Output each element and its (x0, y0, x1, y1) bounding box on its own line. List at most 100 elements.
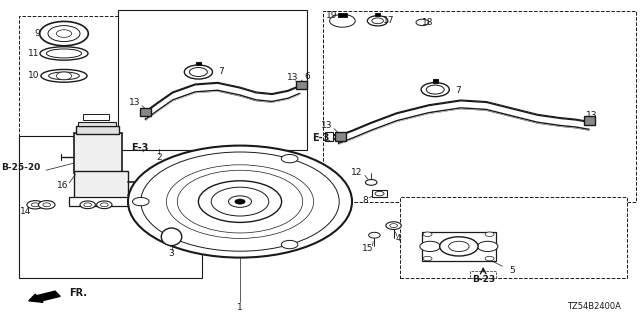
Circle shape (211, 187, 269, 216)
Circle shape (141, 152, 339, 251)
Bar (584, 116, 595, 125)
Bar (422, 232, 496, 261)
Circle shape (198, 181, 282, 222)
Circle shape (132, 197, 149, 206)
Circle shape (38, 201, 55, 209)
Text: TZ54B2400A: TZ54B2400A (567, 302, 621, 311)
Text: 7: 7 (455, 86, 460, 95)
Text: 18: 18 (422, 18, 433, 27)
Bar (335, 132, 346, 141)
Circle shape (449, 241, 469, 252)
Circle shape (335, 17, 350, 25)
Circle shape (365, 180, 377, 185)
Circle shape (100, 203, 108, 207)
Circle shape (390, 224, 397, 228)
Circle shape (80, 201, 95, 209)
Circle shape (485, 256, 494, 261)
Text: FR.: FR. (69, 288, 87, 299)
Bar (19, 16, 118, 144)
Bar (74, 171, 128, 198)
Circle shape (56, 30, 72, 37)
Circle shape (128, 146, 352, 258)
Circle shape (416, 19, 429, 26)
Ellipse shape (46, 49, 82, 58)
Circle shape (421, 83, 449, 97)
Circle shape (440, 237, 478, 256)
Text: 7: 7 (218, 68, 223, 76)
Ellipse shape (49, 72, 79, 80)
Circle shape (228, 196, 252, 207)
Circle shape (423, 256, 432, 261)
Bar (375, 13, 380, 16)
Text: 12: 12 (351, 168, 363, 177)
Text: 4: 4 (396, 234, 401, 243)
Bar (372, 190, 387, 197)
Circle shape (84, 203, 92, 207)
Circle shape (386, 222, 401, 229)
Circle shape (184, 65, 212, 79)
Text: B-23: B-23 (472, 275, 495, 284)
Bar (136, 196, 146, 207)
Circle shape (367, 16, 388, 26)
Text: E-3: E-3 (312, 133, 330, 143)
Text: B-25-20: B-25-20 (1, 164, 40, 172)
Circle shape (375, 191, 384, 196)
Bar (338, 13, 347, 17)
Text: 8: 8 (362, 196, 367, 205)
Circle shape (97, 201, 112, 209)
Circle shape (477, 241, 498, 252)
Bar (140, 108, 151, 116)
Text: 13: 13 (321, 121, 332, 130)
Bar (400, 197, 627, 278)
Bar (323, 11, 636, 202)
Ellipse shape (41, 69, 87, 82)
Circle shape (420, 241, 440, 252)
Bar (470, 271, 496, 278)
Text: 9: 9 (35, 29, 40, 38)
Circle shape (485, 232, 494, 236)
Text: 10: 10 (28, 71, 39, 80)
Text: 2: 2 (156, 153, 161, 162)
Text: 6: 6 (305, 72, 310, 81)
Text: 3: 3 (169, 249, 174, 258)
Text: 1: 1 (237, 303, 243, 312)
Circle shape (235, 199, 245, 204)
Bar (19, 136, 202, 278)
Text: 14: 14 (20, 207, 31, 216)
Text: 19: 19 (326, 11, 337, 20)
Ellipse shape (161, 228, 182, 246)
Bar (69, 197, 130, 206)
Circle shape (43, 203, 51, 207)
Circle shape (282, 155, 298, 163)
Bar (74, 133, 122, 173)
Text: 13: 13 (586, 111, 598, 120)
Text: 15: 15 (362, 244, 374, 253)
Circle shape (56, 72, 72, 80)
Circle shape (166, 165, 314, 238)
Circle shape (31, 203, 39, 207)
Circle shape (282, 240, 298, 249)
Bar (78, 122, 116, 126)
Ellipse shape (40, 47, 88, 60)
Circle shape (40, 21, 88, 46)
Text: 11: 11 (28, 49, 39, 58)
Circle shape (189, 68, 207, 76)
Circle shape (177, 170, 303, 233)
Bar (76, 126, 119, 134)
Circle shape (330, 14, 355, 27)
Circle shape (426, 85, 444, 94)
Bar (296, 81, 307, 89)
Text: 16: 16 (57, 181, 68, 190)
Text: E-3: E-3 (131, 143, 148, 153)
Circle shape (48, 26, 80, 42)
Bar (325, 132, 333, 141)
FancyArrow shape (29, 291, 60, 302)
Bar (83, 114, 109, 120)
Circle shape (423, 232, 432, 236)
Text: 17: 17 (383, 16, 395, 25)
Bar (118, 10, 307, 150)
Bar (196, 62, 201, 65)
Text: 13: 13 (129, 98, 140, 107)
Text: 5: 5 (509, 266, 515, 275)
Bar (433, 79, 438, 83)
